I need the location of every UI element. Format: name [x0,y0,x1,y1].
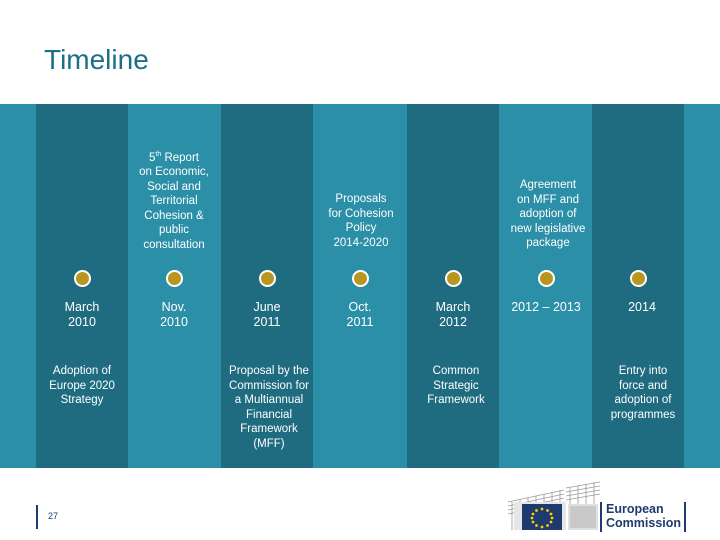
milestone-dot [166,270,183,287]
milestone-dot [74,270,91,287]
european-commission-logo: European Commission [504,480,688,539]
european-commission-logo-text: European Commission [606,502,682,530]
page-number: 27 [48,511,59,521]
milestone-description: 5th Report on Economic, Social and Terri… [132,148,216,252]
milestone-dot [445,270,462,287]
milestone-description: Common Strategic Framework [427,365,485,406]
milestone-dot [538,270,555,287]
milestone-date: Nov. 2010 [160,300,188,329]
page-number-bar [36,505,38,529]
milestone-dot [352,270,369,287]
milestone-dot [259,270,276,287]
milestone-date: 2012 – 2013 [511,300,581,314]
milestone-description: Adoption of Europe 2020 Strategy [49,365,115,406]
milestone-description: Proposal by the Commission for a Multian… [229,365,309,450]
milestone-date: 2014 [628,300,656,314]
milestone-description: Proposals for Cohesion Policy 2014-2020 [328,193,394,249]
milestone-description: Entry into force and adoption of program… [610,365,676,421]
milestone-date: Oct. 2011 [346,300,374,329]
european-commission-logo-icon [507,481,686,532]
slide-title: Timeline [44,44,149,75]
milestone-description-text: 5th Report on Economic, Social and Terri… [139,151,209,251]
milestone-date: March 2012 [435,300,471,329]
milestone-date: March 2010 [64,300,100,329]
milestone-description: Agreement on MFF and adoption of new leg… [510,179,586,249]
milestone-date: June 2011 [253,300,281,329]
milestone-dot [630,270,647,287]
